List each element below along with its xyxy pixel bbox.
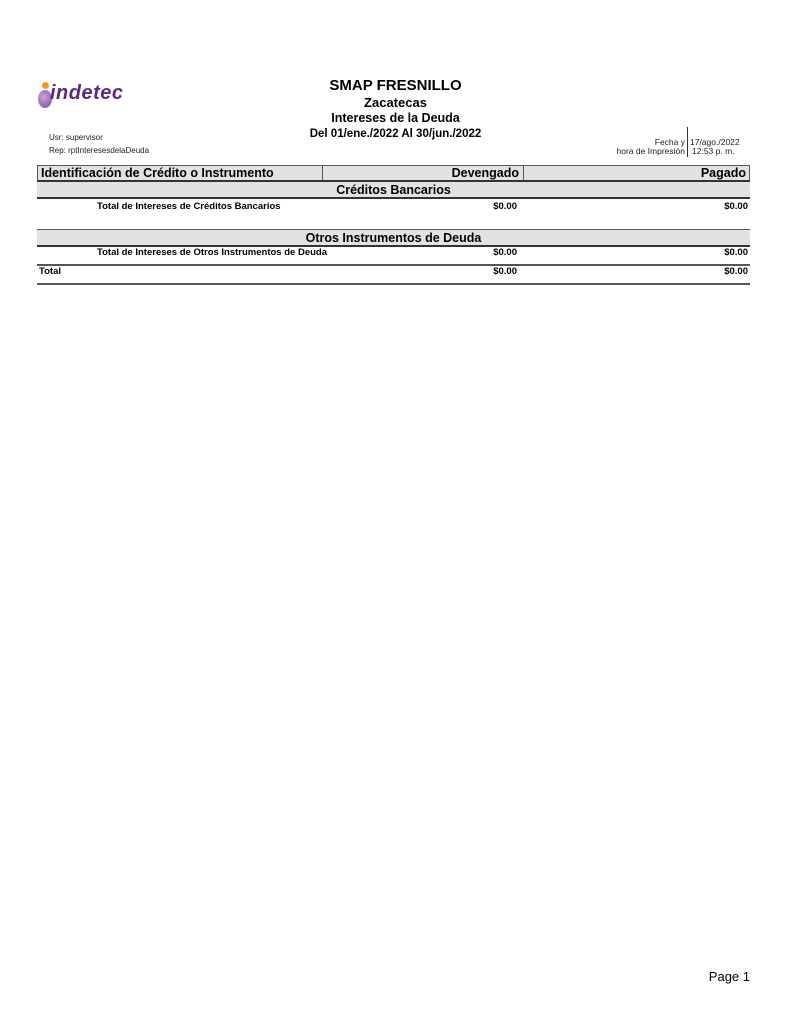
section-header: Otros Instrumentos de Deuda xyxy=(37,230,750,247)
state-name: Zacatecas xyxy=(364,95,427,110)
table-row: Total de Intereses de Créditos Bancarios… xyxy=(37,200,750,216)
report-name: Rep: rptInteresesdelaDeuda xyxy=(49,146,150,155)
print-label-1: Fecha y xyxy=(654,137,685,147)
entity-name: SMAP FRESNILLO xyxy=(329,77,462,94)
total-label: Total xyxy=(39,266,61,277)
table-header: Identificación de Crédito o Instrumento … xyxy=(37,165,750,182)
indetec-logo: indetec xyxy=(36,80,136,112)
logo-text: indetec xyxy=(50,82,124,104)
total-pagado: $0.00 xyxy=(724,266,748,277)
user-label: Usr: supervisor xyxy=(49,133,103,142)
column-header-identificacion: Identificación de Crédito o Instrumento xyxy=(41,166,274,180)
total-row: Total $0.00 $0.00 xyxy=(37,265,750,281)
logo-figure-icon xyxy=(38,90,52,108)
column-header-devengado: Devengado xyxy=(451,166,519,180)
print-divider xyxy=(687,127,688,157)
row-label: Total de Intereses de Créditos Bancarios xyxy=(97,201,281,212)
row-pagado: $0.00 xyxy=(724,247,748,258)
total-devengado: $0.00 xyxy=(493,266,517,277)
table-row: Total de Intereses de Otros Instrumentos… xyxy=(37,246,750,262)
row-devengado: $0.00 xyxy=(493,201,517,212)
print-date: 17/ago./2022 xyxy=(690,137,740,147)
print-label-2: hora de Impresión xyxy=(616,146,685,156)
print-time: 12:53 p. m. xyxy=(692,146,735,156)
row-devengado: $0.00 xyxy=(493,247,517,258)
row-pagado: $0.00 xyxy=(724,201,748,212)
column-header-pagado: Pagado xyxy=(700,166,746,180)
row-label: Total de Intereses de Otros Instrumentos… xyxy=(97,247,327,258)
report-title: Intereses de la Deuda xyxy=(331,111,460,125)
page-number: Page 1 xyxy=(708,969,750,984)
section-header: Créditos Bancarios xyxy=(37,182,750,199)
logo-sun-icon xyxy=(42,82,49,89)
report-period: Del 01/ene./2022 Al 30/jun./2022 xyxy=(309,128,482,140)
